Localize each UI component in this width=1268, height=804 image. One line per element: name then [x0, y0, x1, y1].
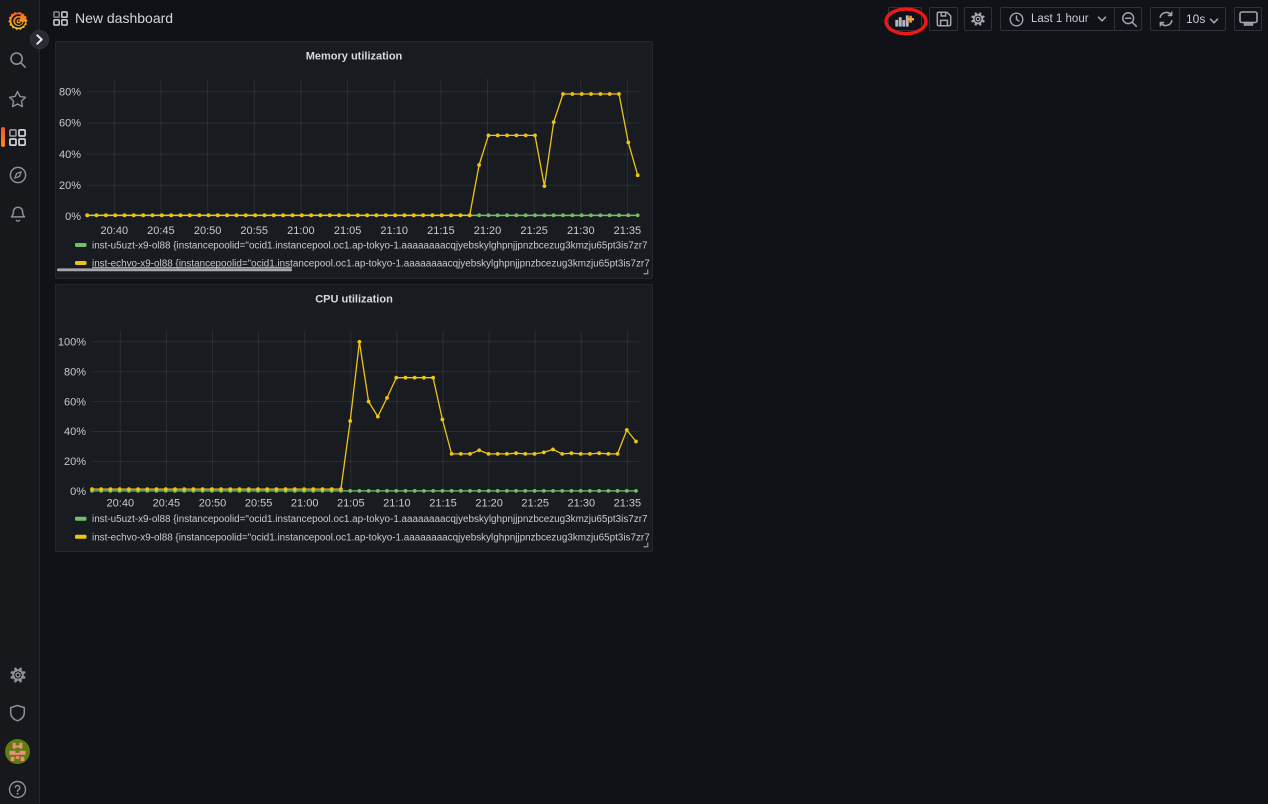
svg-text:20:40: 20:40	[107, 498, 135, 510]
svg-text:21:20: 21:20	[475, 498, 503, 510]
svg-text:60%: 60%	[64, 396, 86, 408]
svg-text:21:00: 21:00	[287, 225, 315, 237]
svg-text:21:05: 21:05	[334, 225, 362, 237]
svg-text:21:20: 21:20	[474, 225, 502, 237]
svg-text:80%: 80%	[64, 366, 86, 378]
svg-text:21:25: 21:25	[521, 498, 549, 510]
svg-text:80%: 80%	[59, 86, 81, 98]
svg-text:0%: 0%	[70, 486, 86, 498]
svg-text:Memory utilization: Memory utilization	[306, 51, 403, 63]
svg-text:20%: 20%	[59, 180, 81, 192]
svg-text:0%: 0%	[65, 211, 81, 223]
svg-text:21:00: 21:00	[291, 498, 319, 510]
svg-text:inst-echvo-x9-ol88 {instancepo: inst-echvo-x9-ol88 {instancepoolid="ocid…	[92, 532, 650, 543]
svg-text:inst-echvo-x9-ol88 {instancepo: inst-echvo-x9-ol88 {instancepoolid="ocid…	[92, 259, 650, 270]
svg-text:21:10: 21:10	[383, 498, 411, 510]
svg-text:20%: 20%	[64, 456, 86, 468]
svg-text:inst-u5uzt-x9-ol88 {instancepo: inst-u5uzt-x9-ol88 {instancepoolid="ocid…	[92, 514, 648, 525]
svg-text:21:30: 21:30	[568, 498, 596, 510]
svg-text:21:30: 21:30	[567, 225, 595, 237]
svg-text:20:40: 20:40	[101, 225, 129, 237]
svg-text:40%: 40%	[64, 426, 86, 438]
svg-text:20:55: 20:55	[240, 225, 268, 237]
svg-text:21:15: 21:15	[427, 225, 455, 237]
svg-text:40%: 40%	[59, 149, 81, 161]
svg-text:21:35: 21:35	[614, 498, 642, 510]
svg-text:20:45: 20:45	[147, 225, 175, 237]
svg-text:60%: 60%	[59, 118, 81, 130]
svg-text:21:35: 21:35	[614, 225, 642, 237]
svg-text:20:55: 20:55	[245, 498, 273, 510]
svg-text:20:50: 20:50	[194, 225, 222, 237]
svg-text:CPU utilization: CPU utilization	[315, 294, 393, 306]
svg-text:20:45: 20:45	[153, 498, 181, 510]
svg-text:21:05: 21:05	[337, 498, 365, 510]
svg-text:21:25: 21:25	[520, 225, 548, 237]
svg-text:inst-u5uzt-x9-ol88 {instancepo: inst-u5uzt-x9-ol88 {instancepoolid="ocid…	[92, 241, 648, 252]
svg-text:20:50: 20:50	[199, 498, 227, 510]
svg-text:21:10: 21:10	[380, 225, 408, 237]
svg-text:100%: 100%	[58, 337, 86, 349]
svg-text:21:15: 21:15	[429, 498, 457, 510]
